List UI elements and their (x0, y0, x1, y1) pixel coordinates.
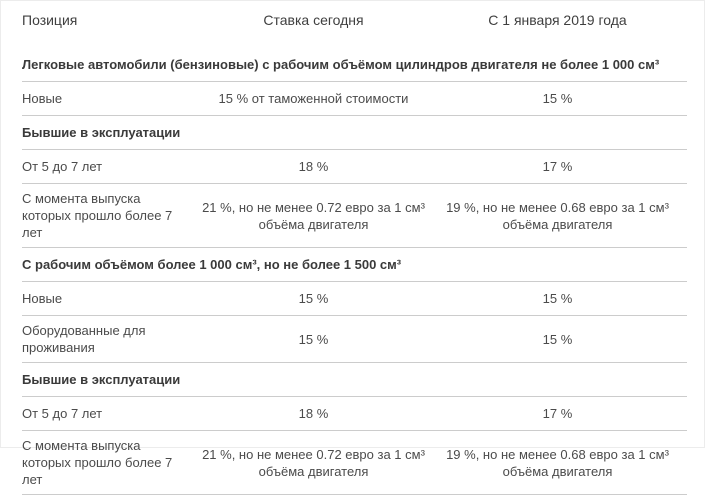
rate-today-cell: 18 % (298, 406, 329, 421)
position-cell: Новые (22, 91, 63, 106)
table-row: С момента выпуска которых прошло более 7… (22, 431, 687, 495)
rate-2019-cell: 19 %, но не менее 0.68 евро за 1 см³ объ… (446, 199, 669, 232)
table-row: От 5 до 7 лет 18 % 17 % (22, 150, 687, 184)
rate-2019-cell: 17 % (542, 406, 573, 421)
table-row: Оборудованные для проживания 15 % 15 % (22, 316, 687, 363)
section-label: С рабочим объёмом более 1 000 см³, но не… (22, 257, 402, 272)
rate-today-cell: 21 %, но не менее 0.72 евро за 1 см³ объ… (202, 199, 425, 232)
section-row: Легковые автомобили (бензиновые) с рабоч… (22, 47, 687, 82)
customs-rates-table: Позиция Ставка сегодня С 1 января 2019 г… (22, 0, 687, 495)
rate-2019-cell: 19 %, но не менее 0.68 евро за 1 см³ объ… (446, 446, 669, 479)
rate-today-cell: 15 % (298, 331, 329, 347)
customs-rates-page: { "table": { "columns": ["Позиция", "Ста… (22, 12, 687, 495)
position-cell: От 5 до 7 лет (22, 406, 103, 421)
rate-today-cell: 15 % (298, 291, 329, 306)
rate-2019-cell: 15 % (542, 331, 573, 347)
table-row: От 5 до 7 лет 18 % 17 % (22, 397, 687, 431)
section-label: Легковые автомобили (бензиновые) с рабоч… (22, 56, 660, 72)
position-cell: От 5 до 7 лет (22, 159, 103, 174)
section-label: Бывшие в эксплуатации (22, 125, 181, 140)
rate-today-cell: 15 % от таможенной стоимости (218, 91, 409, 106)
table-body: Легковые автомобили (бензиновые) с рабоч… (22, 47, 687, 495)
rate-today-cell: 21 %, но не менее 0.72 евро за 1 см³ объ… (202, 446, 425, 479)
section-row: Бывшие в эксплуатации (22, 116, 687, 150)
position-cell: С момента выпуска которых прошло более 7… (22, 191, 173, 240)
rate-today-cell: 18 % (298, 159, 329, 174)
position-cell: С момента выпуска которых прошло более 7… (22, 438, 173, 487)
table-header-row: Позиция Ставка сегодня С 1 января 2019 г… (22, 0, 687, 47)
table-row: Новые 15 % 15 % (22, 282, 687, 316)
table-row: С момента выпуска которых прошло более 7… (22, 184, 687, 248)
rate-2019-cell: 17 % (542, 159, 573, 174)
section-row: Бывшие в эксплуатации (22, 363, 687, 397)
table-row: Новые 15 % от таможенной стоимости 15 % (22, 82, 687, 116)
section-label: Бывшие в эксплуатации (22, 372, 181, 387)
rate-2019-cell: 15 % (542, 291, 573, 306)
column-header-rate-2019: С 1 января 2019 года (488, 12, 627, 28)
column-header-rate-today: Ставка сегодня (263, 12, 364, 28)
position-cell: Новые (22, 291, 63, 306)
section-row: С рабочим объёмом более 1 000 см³, но не… (22, 248, 687, 282)
column-header-position: Позиция (22, 12, 78, 28)
rate-2019-cell: 15 % (542, 91, 573, 106)
position-cell: Оборудованные для проживания (22, 323, 146, 355)
